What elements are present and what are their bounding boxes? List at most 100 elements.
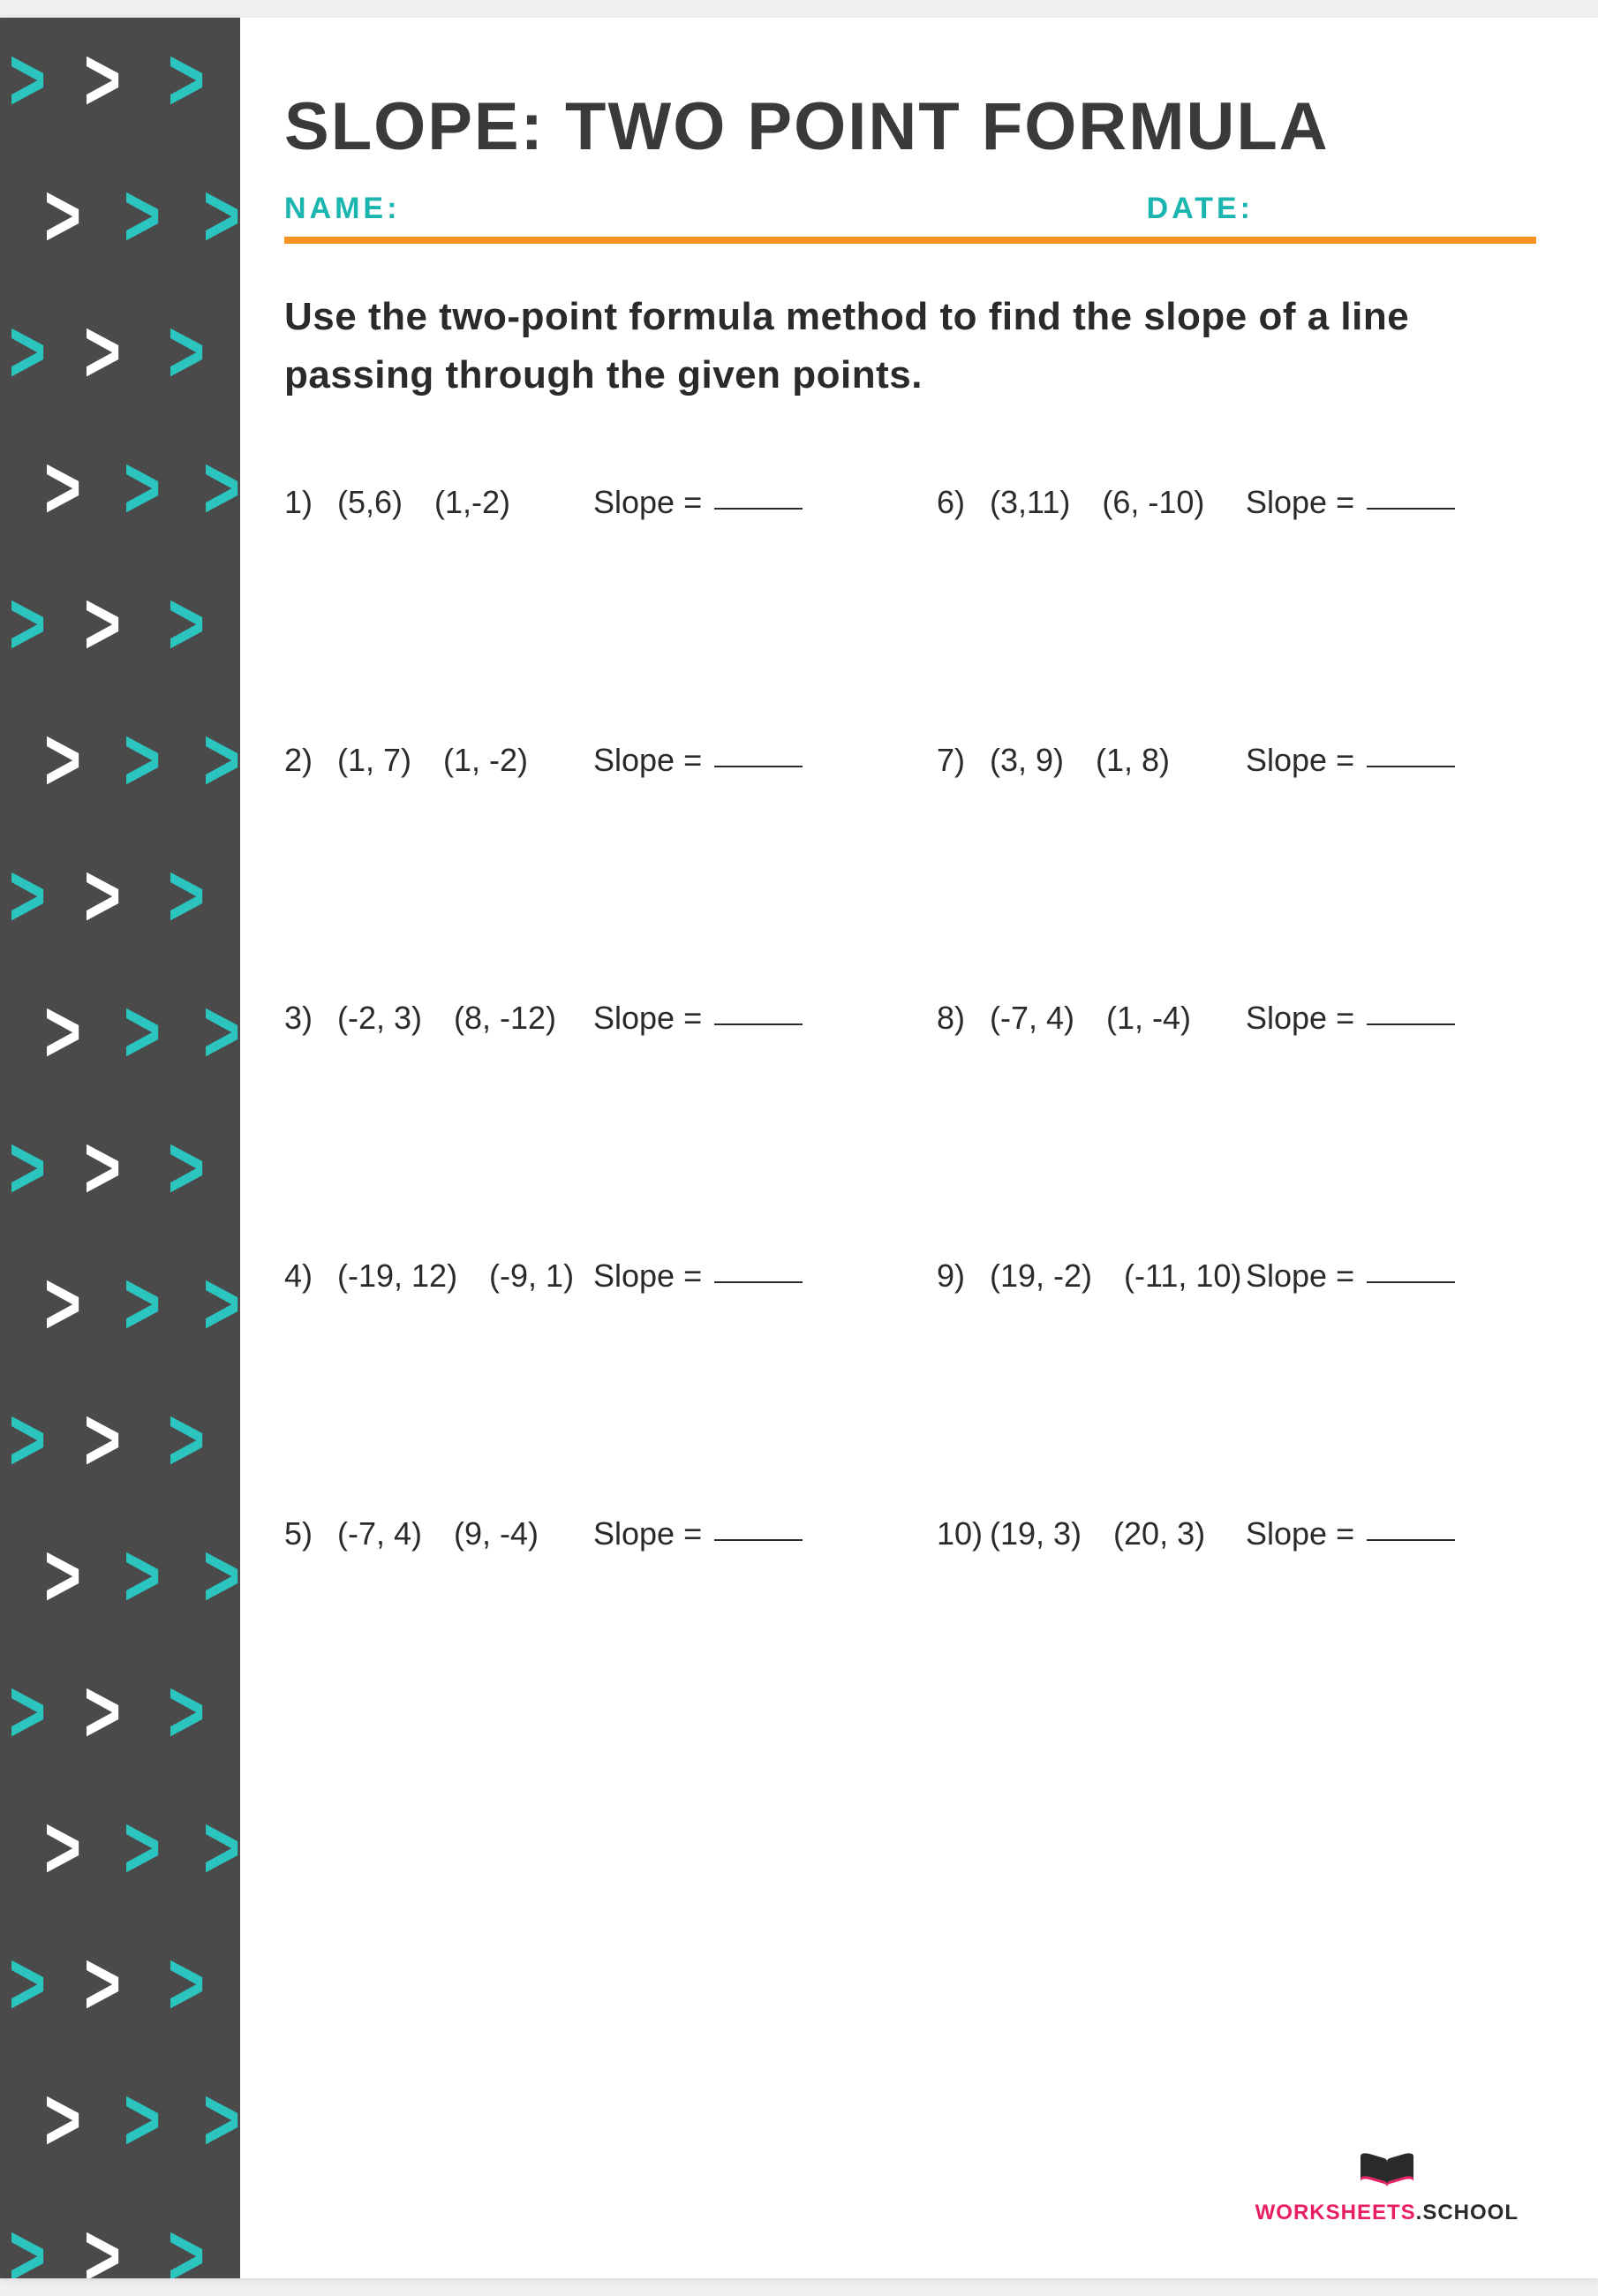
- problem-number: 2): [284, 742, 337, 779]
- chevron-icon: >: [9, 1118, 46, 1220]
- chevron-icon: >: [168, 846, 205, 948]
- problem-number: 9): [937, 1258, 990, 1295]
- chevron-icon: >: [84, 2206, 121, 2278]
- slope-label: Slope =: [1246, 1515, 1354, 1552]
- chevron-icon: >: [84, 1390, 121, 1492]
- problem-item: 6)(3,11) (6, -10)Slope =: [937, 484, 1536, 521]
- meta-row: NAME: DATE:: [284, 192, 1536, 226]
- worksheet-page: >>>>>>>>>>>>>>>>>>>>>>>>>>>>>>>>>>>>>>>>…: [0, 18, 1598, 2278]
- chevron-icon: >: [44, 438, 81, 540]
- chevron-icon: >: [9, 1390, 46, 1492]
- chevron-icon: >: [124, 2070, 161, 2171]
- problem-item: 8)(-7, 4) (1, -4)Slope =: [937, 1000, 1536, 1037]
- logo-brand-left: WORKSHEETS: [1255, 2201, 1416, 2224]
- chevron-icon: >: [168, 1118, 205, 1220]
- problem-item: 10)(19, 3) (20, 3)Slope =: [937, 1515, 1536, 1552]
- chevron-icon: >: [124, 982, 161, 1084]
- answer-blank[interactable]: [714, 766, 803, 767]
- chevron-icon: >: [203, 1526, 240, 1628]
- problem-number: 5): [284, 1515, 337, 1552]
- answer-blank[interactable]: [714, 1023, 803, 1025]
- problem-number: 6): [937, 484, 990, 521]
- chevron-icon: >: [9, 302, 46, 404]
- problem-item: 4)(-19, 12) (-9, 1)Slope =: [284, 1258, 884, 1295]
- chevron-icon: >: [44, 1526, 81, 1628]
- answer-blank[interactable]: [1367, 508, 1455, 510]
- chevron-icon: >: [44, 166, 81, 268]
- chevron-icon: >: [44, 710, 81, 812]
- problem-points: (3,11) (6, -10): [990, 484, 1237, 521]
- problems-grid: 1)(5,6) (1,-2)Slope =6)(3,11) (6, -10)Sl…: [284, 484, 1536, 1552]
- chevron-icon: >: [168, 1662, 205, 1764]
- problem-points: (-19, 12) (-9, 1): [337, 1258, 584, 1295]
- chevron-icon: >: [44, 1798, 81, 1899]
- date-label: DATE:: [1147, 192, 1254, 226]
- book-icon: [1255, 2149, 1519, 2194]
- name-label: NAME:: [284, 192, 400, 226]
- answer-blank[interactable]: [714, 508, 803, 510]
- problem-number: 3): [284, 1000, 337, 1037]
- chevron-icon: >: [9, 2206, 46, 2278]
- problem-number: 4): [284, 1258, 337, 1295]
- answer-blank[interactable]: [1367, 1539, 1455, 1541]
- answer-blank[interactable]: [714, 1539, 803, 1541]
- chevron-icon: >: [168, 574, 205, 676]
- problem-points: (5,6) (1,-2): [337, 484, 584, 521]
- slope-label: Slope =: [1246, 1000, 1354, 1037]
- chevron-icon: >: [168, 1390, 205, 1492]
- problem-points: (19, -2) (-11, 10): [990, 1258, 1237, 1295]
- problem-points: (3, 9) (1, 8): [990, 742, 1237, 779]
- slope-label: Slope =: [593, 1000, 702, 1037]
- chevron-icon: >: [168, 1934, 205, 2035]
- slope-label: Slope =: [593, 742, 702, 779]
- slope-label: Slope =: [1246, 1258, 1354, 1295]
- chevron-icon: >: [124, 710, 161, 812]
- chevron-icon: >: [44, 2070, 81, 2171]
- divider-bar: [284, 237, 1536, 244]
- chevron-icon: >: [203, 2070, 240, 2171]
- chevron-icon: >: [124, 166, 161, 268]
- problem-points: (19, 3) (20, 3): [990, 1515, 1237, 1552]
- problem-item: 9)(19, -2) (-11, 10)Slope =: [937, 1258, 1536, 1295]
- chevron-icon: >: [203, 710, 240, 812]
- chevron-icon: >: [44, 982, 81, 1084]
- chevron-icon: >: [9, 1934, 46, 2035]
- chevron-icon: >: [84, 1118, 121, 1220]
- chevron-icon: >: [9, 846, 46, 948]
- chevron-icon: >: [124, 1526, 161, 1628]
- chevron-icon: >: [44, 1254, 81, 1356]
- problem-number: 10): [937, 1515, 990, 1552]
- problem-points: (-2, 3) (8, -12): [337, 1000, 584, 1037]
- chevron-icon: >: [84, 1662, 121, 1764]
- chevron-icon: >: [203, 166, 240, 268]
- decorative-sidebar: >>>>>>>>>>>>>>>>>>>>>>>>>>>>>>>>>>>>>>>>…: [0, 18, 240, 2278]
- slope-label: Slope =: [593, 1515, 702, 1552]
- problem-number: 1): [284, 484, 337, 521]
- slope-label: Slope =: [593, 484, 702, 521]
- answer-blank[interactable]: [714, 1281, 803, 1283]
- problem-item: 1)(5,6) (1,-2)Slope =: [284, 484, 884, 521]
- chevron-icon: >: [84, 1934, 121, 2035]
- page-title: SLOPE: TWO POINT FORMULA: [284, 88, 1536, 165]
- problem-points: (-7, 4) (9, -4): [337, 1515, 584, 1552]
- problem-number: 8): [937, 1000, 990, 1037]
- slope-label: Slope =: [1246, 484, 1354, 521]
- chevron-icon: >: [203, 982, 240, 1084]
- slope-label: Slope =: [1246, 742, 1354, 779]
- slope-label: Slope =: [593, 1258, 702, 1295]
- chevron-icon: >: [124, 438, 161, 540]
- problem-item: 5)(-7, 4) (9, -4)Slope =: [284, 1515, 884, 1552]
- logo-text: WORKSHEETS.SCHOOL: [1255, 2201, 1519, 2225]
- chevron-icon: >: [168, 302, 205, 404]
- answer-blank[interactable]: [1367, 766, 1455, 767]
- answer-blank[interactable]: [1367, 1281, 1455, 1283]
- chevron-icon: >: [168, 30, 205, 132]
- answer-blank[interactable]: [1367, 1023, 1455, 1025]
- chevron-icon: >: [9, 1662, 46, 1764]
- problem-item: 3)(-2, 3) (8, -12)Slope =: [284, 1000, 884, 1037]
- logo-brand-right: .SCHOOL: [1416, 2201, 1519, 2224]
- footer-logo: WORKSHEETS.SCHOOL: [1255, 2149, 1519, 2225]
- problem-points: (1, 7) (1, -2): [337, 742, 584, 779]
- chevron-icon: >: [203, 1798, 240, 1899]
- chevron-icon: >: [124, 1798, 161, 1899]
